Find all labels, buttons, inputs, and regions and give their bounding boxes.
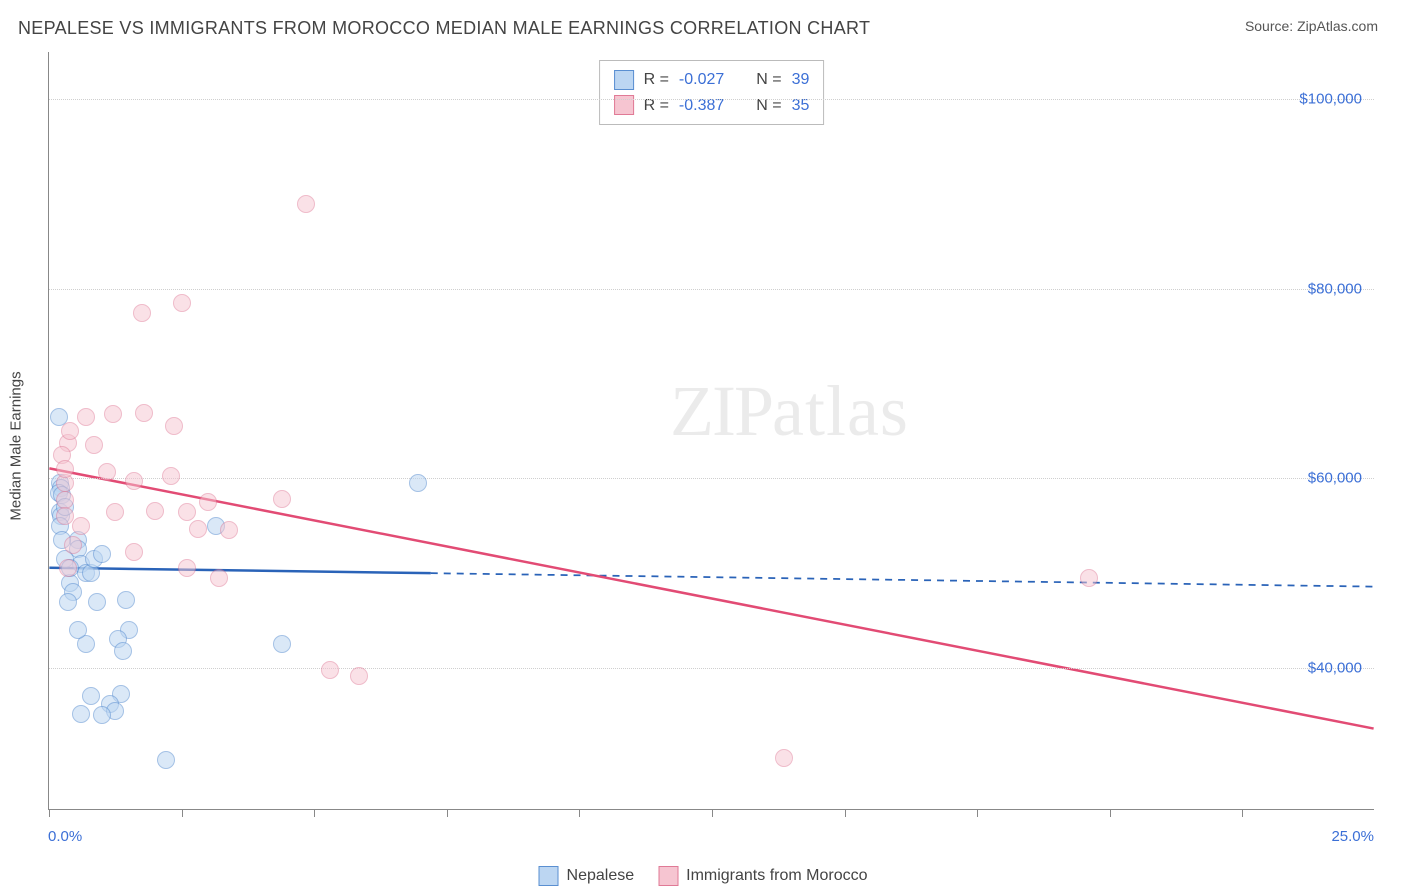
data-point (106, 503, 124, 521)
data-point (162, 467, 180, 485)
data-point (199, 493, 217, 511)
data-point (56, 460, 74, 478)
gridline (49, 478, 1374, 479)
data-point (93, 706, 111, 724)
n-value: 35 (792, 93, 810, 119)
data-point (114, 642, 132, 660)
x-tick (712, 809, 713, 817)
y-tick-label: $80,000 (1308, 280, 1362, 297)
data-point (297, 195, 315, 213)
x-tick (579, 809, 580, 817)
x-tick (314, 809, 315, 817)
data-point (133, 304, 151, 322)
data-point (125, 543, 143, 561)
legend-label: Nepalese (567, 867, 635, 885)
n-label: N = (756, 67, 781, 93)
data-point (93, 545, 111, 563)
data-point (117, 591, 135, 609)
x-tick (447, 809, 448, 817)
data-point (409, 474, 427, 492)
y-tick-label: $100,000 (1299, 91, 1362, 108)
scatter-chart: R = -0.027 N = 39 R = -0.387 N = 35 $40,000 $60,… (48, 52, 1374, 810)
data-point (72, 517, 90, 535)
data-point (157, 751, 175, 769)
y-tick-label: $60,000 (1308, 470, 1362, 487)
x-tick (182, 809, 183, 817)
y-tick-label: $40,000 (1308, 659, 1362, 676)
data-point (61, 422, 79, 440)
r-label: R = (644, 67, 669, 93)
data-point (59, 559, 77, 577)
data-point (98, 463, 116, 481)
n-value: 39 (792, 67, 810, 93)
data-point (321, 661, 339, 679)
r-value: -0.027 (679, 67, 724, 93)
data-point (210, 569, 228, 587)
x-axis-max-label: 25.0% (1331, 828, 1374, 845)
data-point (220, 521, 238, 539)
x-tick (1242, 809, 1243, 817)
chart-header: NEPALESE VS IMMIGRANTS FROM MOROCCO MEDI… (0, 0, 1406, 39)
data-point (173, 294, 191, 312)
data-point (64, 536, 82, 554)
data-point (178, 503, 196, 521)
legend-entry: Immigrants from Morocco (658, 866, 867, 886)
x-tick (49, 809, 50, 817)
data-point (104, 405, 122, 423)
r-value: -0.387 (679, 93, 724, 119)
data-point (69, 621, 87, 639)
x-tick (977, 809, 978, 817)
data-point (82, 687, 100, 705)
chart-title: NEPALESE VS IMMIGRANTS FROM MOROCCO MEDI… (18, 18, 870, 39)
y-axis-label: Median Male Earnings (8, 371, 25, 520)
legend-entry: Nepalese (539, 866, 635, 886)
n-label: N = (756, 93, 781, 119)
chart-source: Source: ZipAtlas.com (1245, 18, 1378, 34)
legend-swatch (614, 70, 634, 90)
x-tick (845, 809, 846, 817)
gridline (49, 668, 1374, 669)
trend-lines-layer (49, 52, 1374, 809)
data-point (775, 749, 793, 767)
stats-legend-row: R = -0.027 N = 39 (614, 67, 810, 93)
series-legend: Nepalese Immigrants from Morocco (539, 866, 868, 886)
data-point (59, 593, 77, 611)
x-axis-min-label: 0.0% (48, 828, 82, 845)
data-point (135, 404, 153, 422)
legend-swatch (658, 866, 678, 886)
data-point (146, 502, 164, 520)
data-point (88, 593, 106, 611)
data-point (1080, 569, 1098, 587)
legend-swatch (539, 866, 559, 886)
data-point (85, 436, 103, 454)
gridline (49, 99, 1374, 100)
data-point (165, 417, 183, 435)
data-point (72, 705, 90, 723)
x-tick (1110, 809, 1111, 817)
data-point (77, 408, 95, 426)
data-point (350, 667, 368, 685)
r-label: R = (644, 93, 669, 119)
stats-legend: R = -0.027 N = 39 R = -0.387 N = 35 (599, 60, 825, 125)
data-point (273, 635, 291, 653)
gridline (49, 289, 1374, 290)
stats-legend-row: R = -0.387 N = 35 (614, 93, 810, 119)
legend-label: Immigrants from Morocco (686, 867, 867, 885)
data-point (189, 520, 207, 538)
data-point (273, 490, 291, 508)
data-point (125, 472, 143, 490)
data-point (178, 559, 196, 577)
